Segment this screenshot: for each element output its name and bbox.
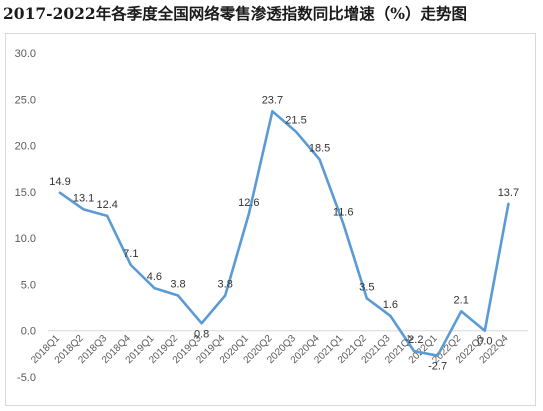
data-label: 13.7: [498, 187, 519, 199]
chart-title: 2017-2022年各季度全国网络零售渗透指数同比增速（%）走势图: [3, 4, 467, 23]
series-line: [58, 110, 510, 357]
data-label: 0.8: [194, 328, 209, 340]
data-label: -2.7: [428, 361, 447, 373]
data-label: 14.9: [49, 176, 70, 188]
data-label: 11.6: [333, 206, 354, 218]
data-label: 2.1: [454, 294, 469, 306]
y-tick-label: 15.0: [15, 187, 36, 199]
data-label: 0.0: [477, 336, 492, 348]
data-label: 4.6: [147, 271, 162, 283]
data-label: 1.6: [383, 299, 398, 311]
data-label: 7.1: [123, 248, 138, 260]
y-tick-label: 5.0: [21, 279, 36, 291]
chart-panel: [5, 33, 536, 406]
data-label: 13.1: [73, 192, 94, 204]
y-tick-label: -5.0: [17, 372, 36, 384]
data-label: 12.4: [96, 199, 117, 211]
data-label: 3.5: [359, 281, 374, 293]
data-label: 12.6: [238, 197, 259, 209]
data-label: -2.2: [405, 334, 424, 346]
data-label: 21.5: [285, 115, 306, 127]
y-tick-label: 25.0: [15, 94, 36, 106]
y-tick-label: 30.0: [15, 48, 36, 60]
data-label: 3.8: [170, 279, 185, 291]
data-label: 3.8: [218, 279, 233, 291]
y-tick-label: 20.0: [15, 141, 36, 153]
y-axis: -5.0 0.0 5.0 10.0 15.0 20.0 25.0 30.0: [15, 48, 36, 384]
data-label: 18.5: [309, 142, 330, 154]
y-tick-label: 10.0: [15, 233, 36, 245]
data-labels: 14.913.112.4 7.1 4.6 3.8 0.8 3.8 12.6 23.721.5 1…: [49, 94, 519, 372]
data-label: 23.7: [262, 94, 283, 106]
y-tick-label: 0.0: [21, 326, 36, 338]
